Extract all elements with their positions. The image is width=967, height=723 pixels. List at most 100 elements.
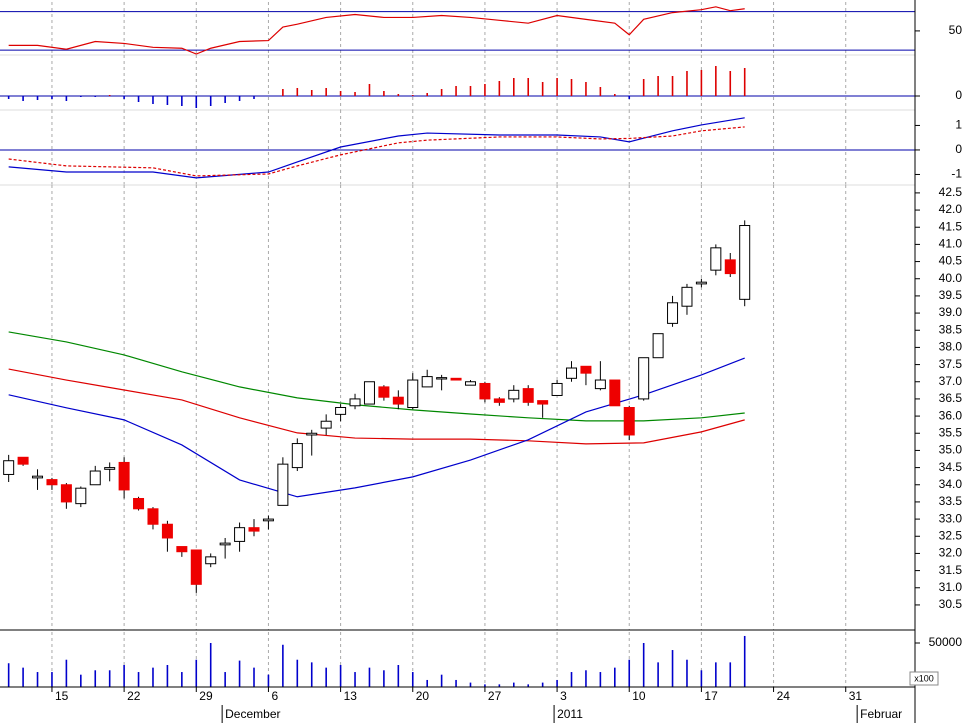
x-tick-label: 13 [344, 689, 358, 703]
y-tick-label: 40.5 [939, 254, 963, 268]
unit-label: x100 [914, 673, 934, 683]
candle-body [3, 460, 15, 475]
candle-body [60, 484, 72, 503]
candle-body [566, 367, 578, 379]
y-tick-label: 41.5 [939, 219, 963, 233]
y-tick-label: 33.0 [939, 511, 963, 525]
y-tick-label: 0 [955, 88, 962, 102]
y-tick-label: 30.5 [939, 597, 963, 611]
y-tick-label: 0 [955, 142, 962, 156]
candle-body [724, 259, 736, 275]
y-tick-label: 32.0 [939, 546, 963, 560]
month-label: December [225, 707, 280, 721]
x-tick-label: 15 [55, 689, 69, 703]
candle-body [522, 388, 534, 403]
y-tick-label: 31.5 [939, 563, 963, 577]
candle-body [580, 365, 592, 374]
candle-body [421, 376, 433, 388]
line-series [8, 126, 745, 177]
candle-body [551, 382, 563, 396]
y-tick-label: 35.0 [939, 443, 963, 457]
y-tick-label: 34.5 [939, 460, 963, 474]
candle-body [695, 281, 707, 285]
month-label: Februar [860, 707, 902, 721]
x-tick-label: 10 [632, 689, 646, 703]
candle-body [710, 247, 722, 271]
y-tick-label: 36.0 [939, 408, 963, 422]
y-tick-label: 41.0 [939, 237, 963, 251]
x-tick-label: 3 [560, 689, 567, 703]
x-tick-label: 6 [271, 689, 278, 703]
candle-body [277, 463, 289, 506]
candle-body [378, 386, 390, 398]
candle-body [623, 407, 635, 436]
candle-body [205, 556, 217, 565]
x-tick-label: 27 [488, 689, 502, 703]
y-tick-label: 36.5 [939, 391, 963, 405]
candle-body [363, 381, 375, 405]
candle-body [450, 377, 462, 381]
y-tick-label: 33.5 [939, 494, 963, 508]
candle-body [46, 479, 58, 486]
month-label: 2011 [557, 707, 583, 721]
y-tick-label: 38.0 [939, 340, 963, 354]
candle-body [147, 508, 159, 525]
y-tick-label: 39.5 [939, 288, 963, 302]
unit-box [909, 671, 939, 686]
candle-body [681, 286, 693, 307]
candle-body [667, 302, 679, 324]
y-tick-label: 50000 [929, 635, 963, 649]
y-tick-label: 42.5 [939, 185, 963, 199]
candle-body [248, 527, 260, 532]
candle-body [234, 527, 246, 542]
candle-body [176, 546, 188, 553]
y-tick-label: 38.5 [939, 322, 963, 336]
candle-body [104, 467, 116, 470]
candle-body [464, 381, 476, 386]
candle-body [493, 398, 505, 403]
x-tick-label: 29 [199, 689, 213, 703]
line-series [8, 117, 745, 179]
candle-body [537, 400, 549, 405]
y-tick-label: 32.5 [939, 528, 963, 542]
line-series [8, 6, 745, 55]
candle-body [262, 518, 274, 522]
candle-body [89, 470, 101, 486]
line-series [8, 368, 745, 445]
candle-body [638, 357, 650, 400]
x-tick-label: 24 [777, 689, 791, 703]
candle-body [479, 382, 491, 400]
candle-body [118, 461, 130, 491]
candle-body [594, 379, 606, 390]
candle-body [508, 389, 520, 400]
candle-body [17, 456, 29, 465]
y-tick-label: 42.0 [939, 202, 963, 216]
x-tick-label: 20 [416, 689, 430, 703]
candle-body [652, 333, 664, 359]
candle-body [32, 475, 44, 479]
y-tick-label: 31.0 [939, 580, 963, 594]
y-tick-label: 34.0 [939, 477, 963, 491]
candle-body [335, 407, 347, 415]
candle-body [349, 398, 361, 407]
candle-body [392, 396, 404, 405]
line-series [8, 357, 745, 498]
candle-body [609, 379, 621, 407]
candle-body [75, 487, 87, 505]
y-tick-label: 35.5 [939, 425, 963, 439]
candle-body [320, 420, 332, 429]
candle-body [190, 549, 202, 585]
y-tick-label: -1 [951, 167, 962, 181]
y-tick-label: 1 [955, 118, 962, 132]
candle-body [133, 497, 145, 510]
candle-body [219, 542, 231, 546]
y-tick-label: 50 [949, 23, 963, 37]
x-tick-label: 17 [704, 689, 718, 703]
candle-body [306, 432, 318, 436]
x-tick-label: 22 [127, 689, 141, 703]
candle-body [739, 225, 751, 300]
y-tick-label: 37.5 [939, 357, 963, 371]
candle-body [291, 443, 303, 469]
x-tick-label: 31 [849, 689, 863, 703]
